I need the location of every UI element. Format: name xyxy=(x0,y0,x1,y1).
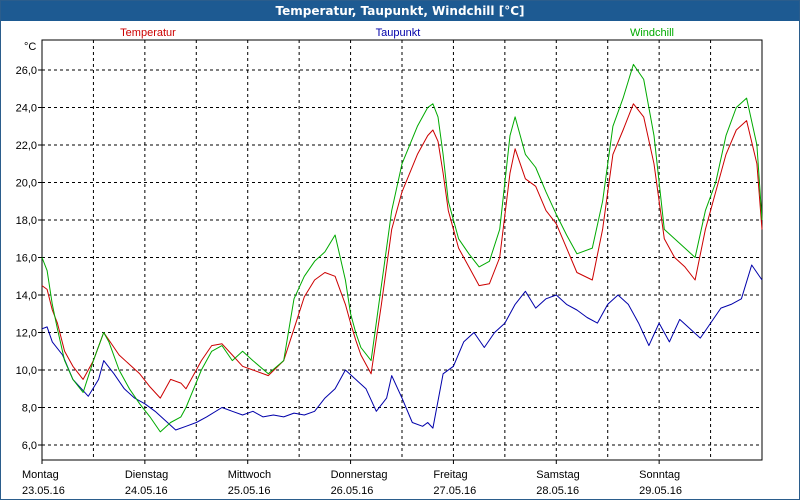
x-tick-day: Montag xyxy=(22,469,59,481)
y-tick-label: 20,0 xyxy=(16,178,37,190)
x-tick-date: 26.05.16 xyxy=(331,485,374,497)
x-tick-day: Donnerstag xyxy=(331,469,388,481)
x-tick-date: 28.05.16 xyxy=(536,485,579,497)
y-tick-label: 16,0 xyxy=(16,253,37,265)
y-tick-label: 8,0 xyxy=(22,403,37,415)
y-tick-label: 24,0 xyxy=(16,103,37,115)
x-tick-date: 29.05.16 xyxy=(639,485,682,497)
y-tick-label: 10,0 xyxy=(16,365,37,377)
y-tick-label: 26,0 xyxy=(16,65,37,77)
x-tick-date: 27.05.16 xyxy=(433,485,476,497)
series-line-temperatur xyxy=(41,103,763,399)
y-tick-label: 18,0 xyxy=(16,215,37,227)
x-tick-date: 24.05.16 xyxy=(125,485,168,497)
series-line-taupunkt xyxy=(41,264,763,431)
y-tick-label: 14,0 xyxy=(16,290,37,302)
y-axis-unit: °C xyxy=(24,41,36,53)
x-tick-day: Sonntag xyxy=(639,469,680,481)
series-line-windchill xyxy=(41,63,763,433)
x-tick-day: Dienstag xyxy=(125,469,168,481)
x-tick-date: 23.05.16 xyxy=(22,485,65,497)
legend-temperatur: Temperatur xyxy=(120,27,176,39)
chart-title: Temperatur, Taupunkt, Windchill [°C] xyxy=(1,1,799,21)
x-tick-date: 25.05.16 xyxy=(228,485,271,497)
y-tick-label: 22,0 xyxy=(16,140,37,152)
x-tick-day: Mittwoch xyxy=(228,469,271,481)
x-tick-day: Samstag xyxy=(536,469,579,481)
plot-area xyxy=(41,39,763,461)
legend-taupunkt: Taupunkt xyxy=(376,27,421,39)
y-tick-label: 12,0 xyxy=(16,328,37,340)
x-tick-day: Freitag xyxy=(433,469,467,481)
y-tick-label: 6,0 xyxy=(22,440,37,452)
legend-windchill: Windchill xyxy=(630,27,674,39)
